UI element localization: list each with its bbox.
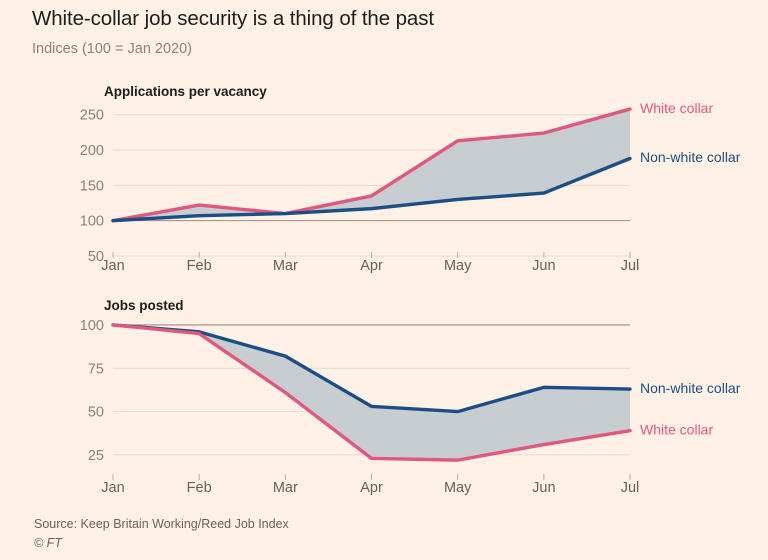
panel-title-jobs: Jobs posted [104,298,184,313]
x-axis-tick-label: Jan [101,480,124,496]
y-axis-tick-label: 150 [80,178,104,194]
page-title: White-collar job security is a thing of … [32,7,434,30]
panel-title-applications: Applications per vacancy [104,84,267,99]
series-label-white-collar: White collar [640,421,713,437]
chart-panel-jobs-posted: Jobs posted 25 50 75 100 Non-white collar Whi… [0,296,768,504]
y-axis-tick-label: 75 [88,361,104,377]
x-axis-tick-label: Jul [621,258,640,274]
chart-header: White-collar job security is a thing of … [32,6,732,59]
series-line-white-collar [111,107,632,223]
series-label-non-white-collar: Non-white collar [640,380,741,396]
x-axis-tick-label: Jun [532,258,555,274]
series-line-non-white-collar [111,323,632,414]
x-axis-tick-label: Mar [273,480,298,496]
source-note: Source: Keep Britain Working/Reed Job In… [34,517,289,531]
x-axis-tick-label: Apr [360,480,383,496]
chart-panel-applications-per-vacancy: Applications per vacancy 50 100 150 200 250 W… [0,78,768,280]
x-axis-tick-label: Mar [273,258,298,274]
jobs-posted-plot: 25 50 75 100 Non-white collar White collar Jan… [80,318,741,496]
y-axis-tick-label: 250 [80,108,104,124]
x-axis-tick-label: May [444,480,472,496]
y-axis-tick-label: 50 [88,249,104,265]
y-axis-tick-label: 25 [88,448,104,464]
x-axis-tick-label: Jul [621,480,640,496]
series-label-non-white-collar: Non-white collar [640,149,741,165]
series-label-white-collar: White collar [640,100,713,116]
y-axis-tick-label: 200 [80,143,104,159]
series-line-non-white-collar [111,156,632,223]
x-axis-tick-label: Jan [101,258,124,274]
series-line-white-collar [111,323,632,462]
copyright-note: © FT [34,536,62,550]
x-axis-tick-label: Jun [532,480,555,496]
chart-subtitle: Indices (100 = Jan 2020) [32,41,193,57]
x-axis-tick-label: May [444,258,472,274]
x-axis-tick-label: Apr [360,258,383,274]
x-axis-tick-label: Feb [187,258,212,274]
chart-footer: Source: Keep Britain Working/Reed Job In… [34,516,289,551]
x-axis-tick-label: Feb [187,480,212,496]
y-axis-tick-label: 50 [88,405,104,421]
y-axis-tick-label: 100 [80,318,104,334]
y-axis-tick-label: 100 [80,214,104,230]
series-difference-band [113,109,630,221]
applications-per-vacancy-plot: 50 100 150 200 250 White collar Non-white coll… [80,100,741,274]
series-difference-band [113,324,630,461]
